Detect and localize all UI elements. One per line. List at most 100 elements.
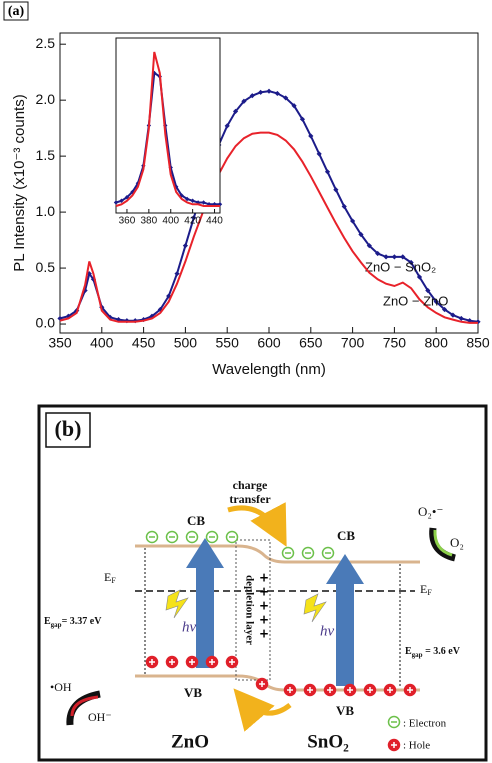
- series-marker: [258, 89, 264, 95]
- y-tick-label: 0.5: [36, 259, 56, 275]
- radical-label: OH⁻: [88, 710, 112, 724]
- series-marker: [182, 243, 188, 249]
- x-tick-label: 400: [90, 335, 114, 351]
- o2-arc: [433, 529, 453, 557]
- legend-label: : Hole: [403, 740, 430, 752]
- series-marker: [458, 315, 464, 322]
- series-line: [115, 51, 220, 207]
- series-line: [59, 90, 479, 323]
- series-marker: [115, 316, 122, 323]
- excitation-arrow: [326, 554, 364, 686]
- excitation-arrow: [186, 538, 224, 668]
- band-label: VB: [336, 703, 354, 718]
- series-marker: [341, 203, 347, 210]
- photon-label: hν: [182, 619, 197, 635]
- y-tick-label: 1.5: [36, 147, 56, 163]
- gap-subscript: gap: [412, 651, 423, 659]
- band-label: VB: [184, 685, 202, 700]
- x-tick-label: 750: [383, 335, 407, 351]
- gap-label: Egap = 3.6 eV: [405, 646, 461, 658]
- band-label: CB: [337, 528, 355, 543]
- o2-arc: [429, 527, 456, 562]
- panel-label: (b): [55, 416, 82, 441]
- x-tick-label: 550: [216, 335, 240, 351]
- fermi-symbol: E: [420, 582, 427, 596]
- series-marker: [191, 215, 197, 221]
- panel-label: (a): [8, 4, 25, 19]
- depletion-region: [235, 539, 271, 681]
- panel-a: (a) Wavelength (nm) PL Intensity (x10⁻³ …: [3, 1, 382, 378]
- charges: +: [259, 571, 269, 585]
- x-tick-label: 400: [162, 216, 179, 227]
- gap-subscript: gap: [51, 621, 62, 629]
- fermi-subscript: F: [111, 576, 116, 585]
- series-marker: [274, 90, 280, 97]
- transfer-arrow: [227, 502, 287, 547]
- series-marker: [241, 98, 247, 104]
- series-marker: [184, 196, 190, 202]
- series-marker: [82, 287, 88, 294]
- plot-frame: [115, 37, 221, 214]
- panel-b: (b) charge transfer depletion layer + + …: [37, 404, 488, 762]
- lightning: [303, 593, 327, 623]
- series-marker: [266, 88, 272, 94]
- radical-label: O₂•⁻: [418, 504, 443, 519]
- series-marker: [441, 306, 448, 313]
- x-tick-label: 450: [132, 335, 156, 351]
- gap-value: = 3.37 eV: [62, 616, 103, 627]
- transfer-arrow: [233, 688, 292, 732]
- x-tick-label: 800: [425, 335, 449, 351]
- x-tick-label: 600: [257, 335, 281, 351]
- fermi-label: EF: [420, 582, 432, 597]
- main-plot: 350 400 450 500 550 600 650 700 750 800 850 0.0 0.5 1…: [36, 32, 490, 351]
- charges: +: [259, 613, 269, 627]
- series-marker: [174, 271, 180, 277]
- series-marker: [283, 95, 289, 101]
- oh-arc: [70, 695, 99, 717]
- series-marker: [124, 195, 130, 200]
- x-tick-label: 350: [48, 335, 72, 351]
- series-marker: [350, 218, 356, 224]
- series-marker: [366, 243, 372, 249]
- series-marker: [119, 198, 124, 203]
- material-label: ZnO: [171, 731, 209, 752]
- series-marker: [113, 200, 119, 205]
- fermi-symbol: E: [104, 570, 111, 584]
- y-tick-label: 0.0: [36, 315, 56, 331]
- series-marker: [157, 306, 163, 313]
- series-marker: [135, 181, 141, 186]
- y-tick-label: 1.0: [36, 203, 56, 219]
- series-marker: [249, 93, 255, 99]
- series-marker: [416, 274, 423, 280]
- series-marker: [400, 254, 406, 260]
- radical-label: •OH: [50, 680, 72, 694]
- series-marker: [375, 250, 381, 257]
- photon-label: hν: [320, 623, 335, 639]
- radical-label: O₂: [450, 535, 464, 550]
- gap-value: = 3.6 eV: [423, 646, 461, 657]
- series-marker: [130, 189, 135, 195]
- x-tick-label: 420: [184, 216, 201, 227]
- gap-label: Egap= 3.37 eV: [44, 616, 102, 628]
- series-marker: [467, 318, 473, 324]
- series-marker: [65, 313, 71, 319]
- series-marker: [333, 187, 339, 193]
- charges: +: [259, 627, 269, 641]
- series-marker: [391, 254, 397, 260]
- series-marker: [433, 299, 439, 305]
- band-label: CB: [187, 513, 205, 528]
- y-axis-label: PL Intensity (x10⁻³ counts): [11, 94, 28, 271]
- conduction-band: [135, 544, 420, 564]
- series-marker: [224, 123, 230, 129]
- material-label: SnO₂: [307, 731, 349, 752]
- series-marker: [149, 313, 155, 319]
- legend-label: : Electron: [403, 718, 447, 730]
- charge-transfer-label: charge: [233, 478, 268, 492]
- lightning: [165, 589, 189, 619]
- series-marker: [425, 287, 431, 294]
- fermi-label: EF: [104, 570, 116, 585]
- series-marker: [299, 116, 306, 122]
- gap-symbol: E: [44, 616, 51, 627]
- series-marker: [358, 231, 364, 238]
